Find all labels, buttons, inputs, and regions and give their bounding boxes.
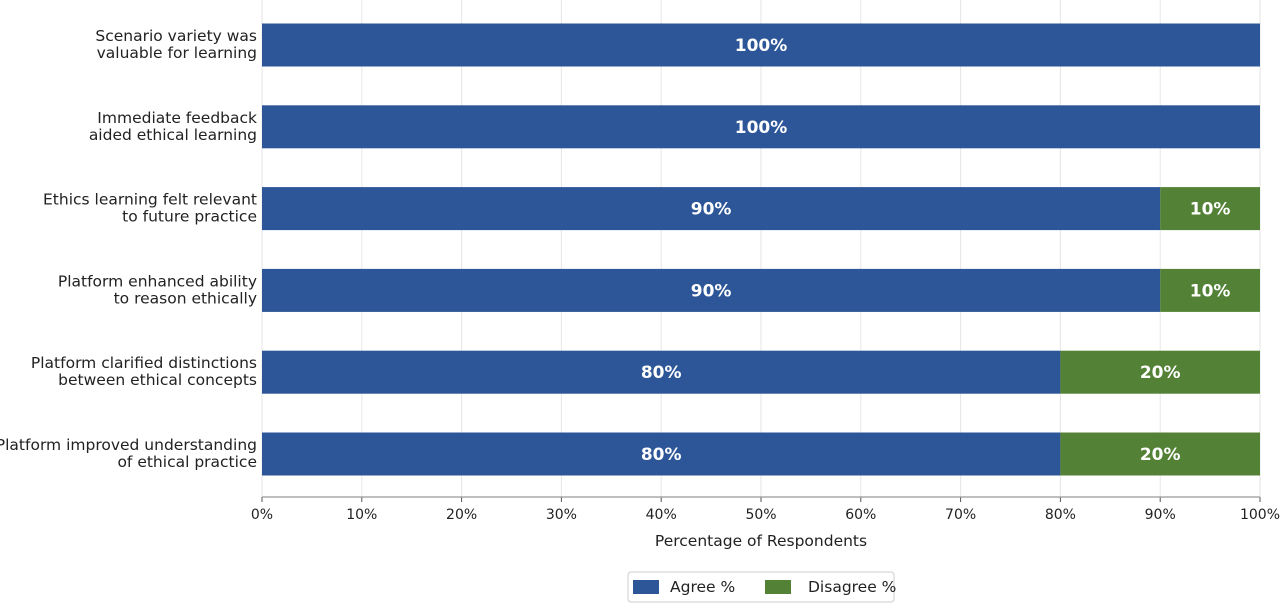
bar-segment bbox=[262, 268, 1161, 312]
bar-value-label: 20% bbox=[1140, 445, 1181, 465]
legend-label: Agree % bbox=[670, 578, 735, 596]
bar-value-label: 100% bbox=[735, 118, 788, 138]
bar-segment bbox=[1160, 268, 1260, 312]
x-tick-label: 50% bbox=[745, 507, 776, 523]
x-tick-label: 20% bbox=[446, 507, 477, 523]
bar-value-label: 10% bbox=[1190, 281, 1231, 301]
x-tick-label: 80% bbox=[1045, 507, 1076, 523]
legend-swatch bbox=[633, 580, 659, 594]
bar-segment bbox=[1160, 187, 1260, 231]
x-tick-label: 60% bbox=[845, 507, 876, 523]
x-axis-title: Percentage of Respondents bbox=[655, 532, 867, 550]
x-axis: 0% 10% 20% 30% 40% 50% 60% 70% 80% 90% 100% bbox=[251, 496, 1280, 523]
x-tick-label: 90% bbox=[1145, 507, 1176, 523]
bar-value-label: 90% bbox=[691, 200, 732, 220]
category-label: Scenario variety was valuable for learnin… bbox=[95, 27, 257, 62]
x-tick-label: 70% bbox=[945, 507, 976, 523]
category-label: Platform clarified distinctions between e… bbox=[31, 354, 257, 389]
bar-value-label: 80% bbox=[641, 445, 682, 465]
x-tick-label: 100% bbox=[1240, 507, 1280, 523]
category-label: Ethics learning felt relevant to future p… bbox=[43, 191, 257, 226]
bar-value-label: 20% bbox=[1140, 363, 1181, 383]
bars: 100% 100% 90% 10% 90% 10% 80% 20% 80% 20% bbox=[262, 23, 1260, 476]
bar-segment bbox=[1060, 350, 1260, 394]
x-tick-label: 30% bbox=[546, 507, 577, 523]
bar-segment bbox=[262, 350, 1061, 394]
x-tick-label: 0% bbox=[251, 507, 273, 523]
grid-lines bbox=[261, 0, 1261, 497]
legend-frame bbox=[627, 571, 895, 603]
legend-swatch bbox=[765, 580, 791, 594]
category-label: Platform enhanced ability to reason ethic… bbox=[58, 272, 257, 307]
x-tick-label: 10% bbox=[346, 507, 377, 523]
bar-value-label: 80% bbox=[641, 363, 682, 383]
bar-segment bbox=[1060, 432, 1260, 476]
bar-value-label: 10% bbox=[1190, 200, 1231, 220]
legend-label: Disagree % bbox=[808, 578, 896, 596]
bar-segment bbox=[262, 432, 1061, 476]
category-label: Immediate feedback aided ethical learning bbox=[89, 109, 257, 144]
x-tick-label: 40% bbox=[646, 507, 677, 523]
bar-value-label: 100% bbox=[735, 36, 788, 56]
bar-value-label: 90% bbox=[691, 281, 732, 301]
category-label: Platform improved understanding of ethica… bbox=[0, 436, 257, 471]
category-labels: Scenario variety was valuable for learnin… bbox=[0, 27, 257, 471]
bar-segment bbox=[262, 187, 1161, 231]
bar-segment bbox=[262, 105, 1260, 149]
legend[interactable]: Agree % Disagree % bbox=[627, 571, 896, 603]
bar-segment bbox=[262, 23, 1260, 67]
